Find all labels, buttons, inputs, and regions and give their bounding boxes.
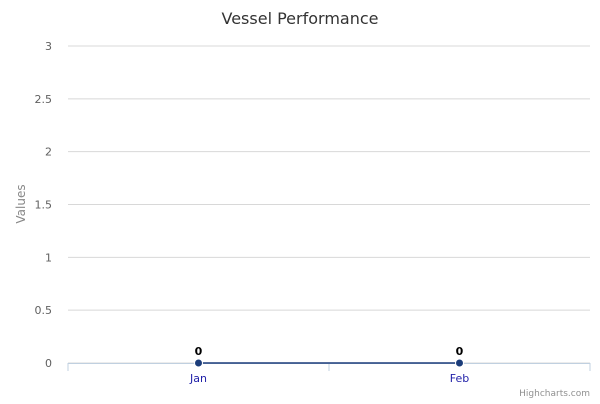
credits-link[interactable]: Highcharts.com	[519, 389, 590, 399]
y-axis-ticks: 0 0.5 1 1.5 2 2.5 3	[35, 40, 53, 370]
x-tick-label: Jan	[189, 372, 207, 385]
y-tick-label: 1.5	[35, 199, 53, 212]
y-tick-label: 3	[45, 40, 52, 53]
data-point[interactable]	[194, 358, 203, 368]
grid-lines	[68, 45, 590, 364]
y-tick-label: 0.5	[35, 304, 53, 317]
data-point[interactable]	[455, 358, 464, 368]
chart-title: Vessel Performance	[222, 9, 379, 28]
x-tick-label: Feb	[450, 372, 469, 385]
y-axis-label: Values	[14, 184, 28, 223]
y-tick-label: 2	[45, 146, 52, 159]
data-label: 0	[456, 345, 464, 358]
y-tick-label: 1	[45, 251, 52, 264]
y-tick-label: 0	[45, 357, 52, 370]
y-tick-label: 2.5	[35, 93, 53, 106]
data-label: 0	[195, 345, 203, 358]
